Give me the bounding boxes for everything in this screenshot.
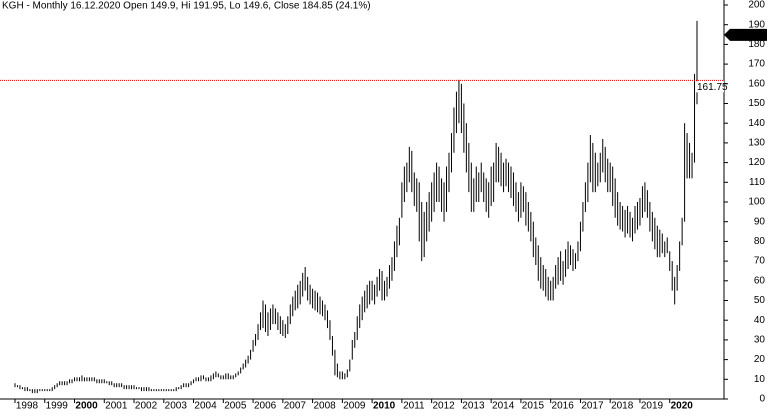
- y-tick-label: 30: [754, 335, 766, 346]
- x-tick-label: 2003: [165, 401, 188, 411]
- x-tick-label: 2015: [522, 401, 545, 411]
- x-tick-label: 2012: [433, 401, 456, 411]
- last-value-tag: [724, 28, 767, 41]
- x-tick-label: 2005: [224, 401, 247, 411]
- y-tick-label: 100: [748, 197, 765, 208]
- y-tick-label: 200: [748, 0, 765, 11]
- y-tick-label: 20: [754, 354, 766, 365]
- y-tick-label: 140: [748, 118, 765, 129]
- y-tick-label: 60: [754, 275, 766, 286]
- x-tick-label: 2016: [552, 401, 575, 411]
- y-tick-label: 160: [748, 78, 765, 89]
- reference-label: 161.75: [697, 82, 728, 93]
- y-tick-label: 190: [748, 19, 765, 30]
- x-tick-label: 2017: [581, 401, 604, 411]
- x-tick-label: 2013: [462, 401, 485, 411]
- x-tick-label: 2014: [492, 401, 515, 411]
- y-tick-label: 150: [748, 98, 765, 109]
- x-tick-label: 2008: [313, 401, 336, 411]
- y-tick-label: 130: [748, 138, 765, 149]
- x-tick-label: 2007: [284, 401, 307, 411]
- y-tick-label: 110: [749, 177, 765, 188]
- y-tick-label: 70: [754, 256, 766, 267]
- x-tick-label: 2020: [671, 401, 694, 411]
- x-tick-label: 2011: [403, 401, 425, 411]
- x-tick-label: 2000: [75, 401, 98, 411]
- y-tick-label: 180: [748, 39, 765, 50]
- y-tick-label: 90: [754, 216, 766, 227]
- chart-title: KGH - Monthly 16.12.2020 Open 149.9, Hi …: [2, 1, 371, 12]
- y-tick-label: 170: [748, 59, 765, 70]
- x-tick-label: 2010: [373, 401, 396, 411]
- x-tick-label: 2006: [254, 401, 277, 411]
- y-tick-label: 10: [754, 374, 766, 385]
- x-tick-label: 2009: [343, 401, 366, 411]
- reference-label-box: [696, 81, 724, 93]
- x-tick-label: 2018: [611, 401, 634, 411]
- x-tick-label: 1999: [46, 401, 69, 411]
- y-tick-label: 0: [759, 394, 765, 405]
- x-tick-label: 1998: [16, 401, 39, 411]
- y-tick-label: 120: [748, 157, 765, 168]
- x-tick-label: 2001: [105, 401, 128, 411]
- y-tick-label: 40: [754, 315, 766, 326]
- y-tick-label: 80: [754, 236, 766, 247]
- x-tick-label: 2002: [135, 401, 158, 411]
- x-tick-label: 2019: [641, 401, 664, 411]
- x-tick-label: 2004: [194, 401, 217, 411]
- last-value-label: 184.85: [734, 29, 765, 40]
- y-tick-label: 50: [754, 295, 766, 306]
